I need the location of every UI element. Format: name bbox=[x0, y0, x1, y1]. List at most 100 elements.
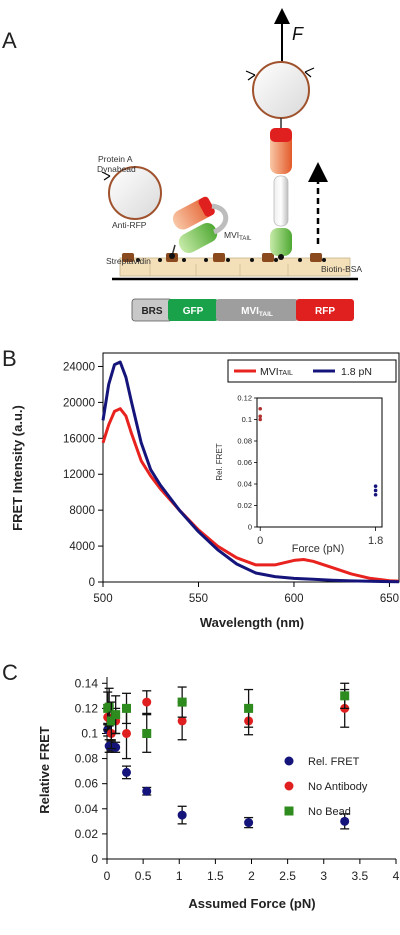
x-tick-label-c: 4 bbox=[393, 869, 400, 883]
inset-ylabel: Rel. FRET bbox=[215, 443, 224, 480]
inset-point bbox=[373, 488, 378, 493]
svg-text:BRS: BRS bbox=[141, 306, 162, 317]
x-tick-label-c: 0 bbox=[104, 869, 111, 883]
y-tick-label-c: 0.14 bbox=[75, 676, 99, 690]
y-tick-label-b: 24000 bbox=[63, 361, 95, 373]
construct-rfp bbox=[296, 299, 354, 321]
y-tick-label-b: 0 bbox=[89, 577, 95, 589]
x-tick-label-c: 2 bbox=[248, 869, 255, 883]
label-mvi-tail: MVITAIL bbox=[224, 230, 252, 242]
inset-y-tick-label: 0.08 bbox=[237, 437, 252, 446]
surface-ticks bbox=[149, 264, 289, 276]
left-rfp bbox=[172, 196, 215, 230]
y-tick-label-b: 16000 bbox=[63, 433, 95, 445]
x-tick-label-c: 1.5 bbox=[207, 869, 224, 883]
legend-c-noantibody: No Antibody bbox=[308, 781, 368, 793]
right-construct bbox=[245, 61, 315, 260]
y-tick-label-c: 0.08 bbox=[75, 752, 99, 766]
inset-point bbox=[258, 406, 263, 411]
y-tick-label-c: 0.1 bbox=[81, 726, 98, 740]
point-no-bead bbox=[244, 703, 254, 713]
inset-point bbox=[373, 492, 378, 497]
point-rel-fret bbox=[340, 816, 350, 826]
inset-xlabel: Force (pN) bbox=[292, 543, 345, 555]
inset-y-tick-label: 0.02 bbox=[237, 501, 252, 510]
legend-c-relfret-marker bbox=[284, 756, 294, 766]
chart-b-lines bbox=[101, 360, 400, 584]
inset-point bbox=[373, 484, 378, 488]
legend-c-nobead-marker bbox=[284, 806, 294, 816]
panel-a-letter: A bbox=[2, 28, 17, 53]
point-no-antibody bbox=[142, 697, 152, 707]
series-line-mvitail bbox=[101, 407, 400, 583]
point-rel-fret bbox=[177, 810, 187, 820]
label-streptavidin: Streptavidin bbox=[106, 256, 151, 266]
y-tick-label-b: 12000 bbox=[63, 469, 95, 481]
panel-b-letter: B bbox=[2, 346, 17, 371]
y-tick-label-b: 4000 bbox=[69, 541, 95, 553]
biotin-bsa-surface bbox=[119, 257, 351, 277]
chart-b-ylabel: FRET Intensity (a.u.) bbox=[10, 405, 25, 531]
x-tick-label-b: 550 bbox=[189, 593, 208, 605]
chart-c-legend: Rel. FRET No Antibody No Bead bbox=[284, 756, 368, 818]
panel-b: B 500 550 600 650 0 4000 8000 12000 16000 20000 24… bbox=[2, 346, 400, 630]
left-dynabead bbox=[108, 166, 162, 220]
right-dynabead bbox=[252, 61, 310, 119]
legend-b-force: 1.8 pN bbox=[341, 366, 372, 378]
y-tick-label-c: 0.02 bbox=[75, 827, 99, 841]
inset-point bbox=[258, 417, 263, 422]
panel-a: A F bbox=[2, 8, 362, 322]
biotin-dots bbox=[136, 258, 326, 262]
inset-y-tick-label: 0 bbox=[248, 523, 252, 532]
right-mvi-tail bbox=[273, 175, 289, 227]
chart-c-xlabel: Assumed Force (pN) bbox=[188, 896, 315, 911]
legend-c-nobead: No Bead bbox=[308, 806, 351, 818]
label-biotin-bsa: Biotin-BSA bbox=[321, 264, 362, 274]
point-no-bead bbox=[340, 691, 350, 701]
svg-text:GFP: GFP bbox=[183, 306, 204, 317]
chart-b-xlabel: Wavelength (nm) bbox=[200, 615, 304, 630]
y-tick-label-b: 20000 bbox=[63, 397, 95, 409]
point-no-bead bbox=[104, 702, 114, 712]
x-tick-label-c: 3.5 bbox=[352, 869, 369, 883]
inset-y-tick-label: 0.1 bbox=[242, 415, 252, 424]
point-no-bead bbox=[177, 697, 187, 707]
construct-gfp bbox=[168, 299, 218, 321]
point-no-antibody bbox=[122, 728, 132, 738]
chart-b-inset: 0 0.02 0.04 0.06 0.08 0.1 0.12 0 1.8 Rel. FRET F… bbox=[215, 394, 383, 556]
inset-x-tick-label: 0 bbox=[257, 535, 263, 547]
construct-bar: BRS GFP MVITAIL RFP bbox=[131, 298, 354, 322]
y-tick-label-c: 0 bbox=[91, 852, 98, 866]
chart-b-axes: 500 550 600 650 0 4000 8000 12000 16000 20000 2400… bbox=[63, 361, 399, 605]
panel-c-letter: C bbox=[2, 660, 18, 685]
legend-c-relfret: Rel. FRET bbox=[308, 756, 360, 768]
force-label: F bbox=[292, 24, 304, 44]
svg-text:MVITAIL: MVITAIL bbox=[241, 306, 273, 318]
y-tick-label-c: 0.06 bbox=[75, 777, 99, 791]
y-tick-label-c: 0.04 bbox=[75, 802, 99, 816]
point-no-bead bbox=[111, 710, 121, 720]
x-tick-label-b: 650 bbox=[380, 593, 399, 605]
y-tick-label-b: 8000 bbox=[69, 505, 95, 517]
svg-text:RFP: RFP bbox=[315, 306, 335, 317]
inset-y-tick-label: 0.12 bbox=[237, 394, 252, 403]
x-tick-label-c: 2.5 bbox=[279, 869, 296, 883]
point-rel-fret bbox=[122, 767, 132, 777]
x-tick-label-b: 500 bbox=[93, 593, 112, 605]
inset-y-tick-label: 0.04 bbox=[237, 480, 252, 489]
right-gfp bbox=[270, 228, 292, 256]
label-dynabead: Dynabead bbox=[97, 164, 136, 174]
point-rel-fret bbox=[244, 818, 254, 828]
inset-points bbox=[258, 406, 378, 497]
x-tick-label-c: 0.5 bbox=[135, 869, 152, 883]
point-rel-fret bbox=[142, 786, 152, 796]
left-protein-a bbox=[101, 171, 111, 181]
left-gfp bbox=[178, 222, 218, 254]
y-tick-label-c: 0.12 bbox=[75, 701, 99, 715]
chart-b-frame bbox=[102, 352, 400, 583]
legend-b-mvitail: MVITAIL bbox=[260, 366, 293, 378]
x-tick-label-b: 600 bbox=[284, 593, 303, 605]
inset-x-tick-label: 1.8 bbox=[368, 535, 383, 547]
chart-c-points bbox=[103, 682, 350, 830]
